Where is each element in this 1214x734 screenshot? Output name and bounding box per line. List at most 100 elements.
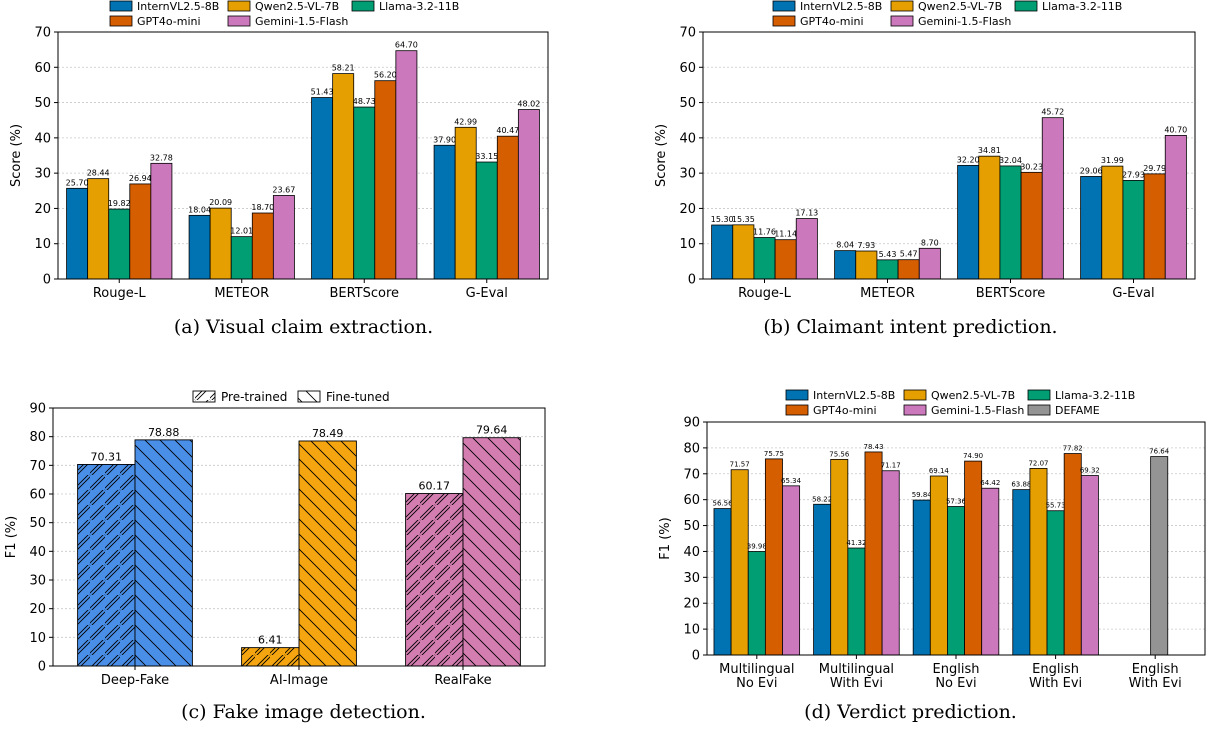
legend-swatch-llama-3-2-11b (351, 0, 375, 12)
legend-swatch-llama-3-2-11b (1014, 0, 1038, 12)
legend-label: Gemini-1.5-Flash (931, 404, 1024, 417)
bar-value-label: 32.04 (999, 156, 1022, 165)
bar-gpt4o-mini (496, 135, 519, 280)
x-tick-label: RealFake (434, 673, 491, 688)
legend-label: Fine-tuned (326, 390, 390, 404)
bar-value-label: 29.79 (1143, 164, 1166, 173)
y-tick-label: 0 (688, 273, 696, 288)
bar-internvl2-5-8b (834, 250, 857, 280)
y-tick-label: 10 (683, 623, 700, 638)
chart-caption: (b) Claimant intent prediction. (763, 316, 1058, 338)
bar-value-label: 25.70 (66, 178, 89, 187)
bar-qwen2-5-vl-7b (87, 178, 110, 280)
plot-frame (52, 407, 546, 667)
bar-value-label: 30.23 (1020, 162, 1043, 171)
x-tick-label: BERTScore (329, 286, 399, 301)
bar-qwen2-5-vl-7b (732, 224, 755, 280)
bar-value-label: 45.72 (1041, 108, 1064, 117)
legend-label: InternVL2.5-8B (800, 0, 882, 13)
x-tick-label: METEOR (214, 286, 269, 301)
bar-qwen2-5-vl-7b (209, 207, 232, 280)
legend-label: InternVL2.5-8B (813, 389, 895, 402)
bar-llama-3-2-11b (747, 551, 766, 656)
chart-caption: (d) Verdict prediction. (804, 701, 1017, 723)
bar-fine-tuned (462, 437, 521, 667)
bar-gemini-1-5-flash (1080, 475, 1099, 656)
plot-frame (706, 421, 1206, 656)
bar-internvl2-5-8b (311, 97, 334, 280)
y-tick-label: 20 (29, 602, 46, 617)
x-tick-label: English (933, 662, 980, 677)
bar-value-label: 29.06 (1080, 166, 1103, 175)
chart-caption: (c) Fake image detection. (181, 701, 426, 723)
legend-label: DEFAME (1055, 404, 1100, 417)
bar-value-label: 64.70 (395, 41, 418, 50)
bar-internvl2-5-8b (188, 214, 211, 280)
legend-label: Llama-3.2-11B (1042, 0, 1122, 13)
bar-internvl2-5-8b (1012, 489, 1031, 656)
bar-qwen2-5-vl-7b (855, 250, 878, 280)
bar-value-label: 39.98 (747, 542, 767, 550)
bar-value-label: 64.42 (980, 479, 1000, 487)
bar-llama-3-2-11b (1122, 180, 1145, 280)
bar-value-label: 48.02 (517, 100, 540, 109)
y-tick-label: 60 (34, 61, 51, 76)
y-tick-label: 20 (34, 202, 51, 217)
bar-value-label: 31.99 (1101, 156, 1124, 165)
bar-value-label: 17.13 (795, 209, 818, 218)
legend-swatch-gemini-1-5-flash (903, 404, 927, 416)
bar-llama-3-2-11b (475, 161, 498, 280)
bar-gemini-1-5-flash (782, 485, 801, 656)
bar-gpt4o-mini (764, 458, 783, 656)
bar-value-label: 8.70 (921, 238, 939, 247)
bar-value-label: 60.17 (419, 480, 451, 493)
bar-value-label: 8.04 (836, 241, 854, 250)
bar-value-label: 71.57 (730, 461, 750, 469)
bar-gpt4o-mini (129, 183, 152, 280)
y-tick-label: 50 (679, 96, 696, 111)
x-tick-label: AI-Image (270, 673, 328, 688)
bar-llama-3-2-11b (876, 259, 899, 280)
legend-swatch (297, 390, 321, 403)
x-tick-label: With Evi (1129, 676, 1182, 691)
x-tick-label: With Evi (1029, 676, 1082, 691)
y-tick-label: 30 (29, 574, 46, 589)
x-tick-label: Multilingual (719, 662, 794, 677)
bar-fine-tuned (298, 440, 357, 667)
y-tick-label: 70 (683, 467, 700, 482)
bar-gemini-1-5-flash (881, 470, 900, 656)
bar-value-label: 42.99 (454, 117, 477, 126)
y-tick-label: 0 (43, 273, 51, 288)
bar-gpt4o-mini (1143, 173, 1166, 280)
y-axis-label: Score (%) (9, 124, 24, 187)
bar-pre-trained (241, 647, 300, 667)
x-tick-label: Multilingual (819, 662, 894, 677)
bar-qwen2-5-vl-7b (830, 458, 849, 656)
x-tick-label: With Evi (830, 676, 883, 691)
legend-swatch-gpt4o-mini (785, 404, 809, 416)
y-tick-label: 0 (38, 660, 46, 675)
legend-label: Qwen2.5-VL-7B (255, 0, 339, 13)
bar-value-label: 5.47 (900, 250, 918, 259)
y-tick-label: 70 (34, 26, 51, 41)
bar-value-label: 76.64 (1149, 448, 1170, 456)
y-tick-label: 40 (683, 545, 700, 560)
bar-qwen2-5-vl-7b (929, 475, 948, 656)
bar-gpt4o-mini (1020, 171, 1043, 280)
x-tick-label: BERTScore (976, 286, 1046, 301)
x-tick-label: English (1032, 662, 1079, 677)
y-tick-label: 30 (683, 571, 700, 586)
bar-gemini-1-5-flash (1041, 117, 1064, 280)
bar-gpt4o-mini (251, 212, 274, 280)
bar-gemini-1-5-flash (795, 218, 818, 280)
y-tick-label: 40 (679, 131, 696, 146)
y-tick-label: 10 (34, 237, 51, 252)
legend-label: Qwen2.5-VL-7B (931, 389, 1015, 402)
legend-swatch (192, 390, 216, 403)
bar-llama-3-2-11b (108, 208, 131, 280)
legend-swatch-llama-3-2-11b (1027, 389, 1051, 401)
bar-qwen2-5-vl-7b (332, 73, 355, 280)
y-tick-label: 80 (683, 441, 700, 456)
legend-swatch-gemini-1-5-flash (227, 15, 251, 27)
bar-value-label: 57.36 (946, 498, 967, 506)
